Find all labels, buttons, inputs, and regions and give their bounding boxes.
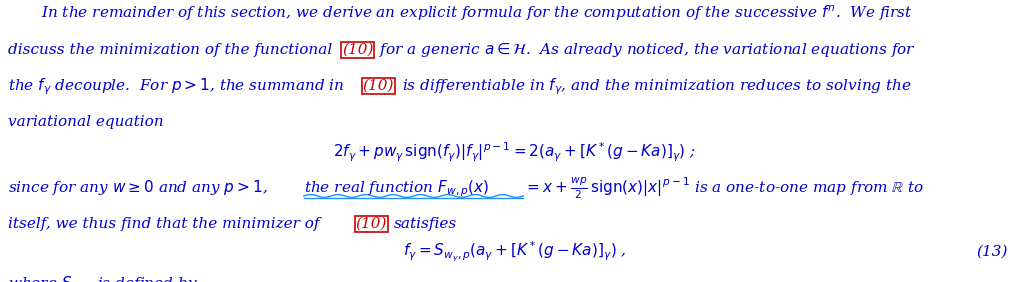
Text: In the remainder of this section, we derive an explicit formula for the computat: In the remainder of this section, we der… (41, 4, 914, 23)
Text: (13): (13) (975, 244, 1007, 259)
Text: the $f_\gamma$ decouple.  For $p > 1$, the summand in: the $f_\gamma$ decouple. For $p > 1$, th… (8, 76, 345, 97)
Text: for a generic $a \in \mathcal{H}$.  As already noticed, the variational equation: for a generic $a \in \mathcal{H}$. As al… (379, 41, 916, 59)
Text: $= x + \frac{wp}{2}\,\mathrm{sign}(x)|x|^{p-1}$ is a one-to-one map from $\mathb: $= x + \frac{wp}{2}\,\mathrm{sign}(x)|x|… (524, 175, 924, 201)
Text: variational equation: variational equation (8, 115, 164, 129)
Text: $f_\gamma = S_{w_\gamma,p}(a_\gamma + [K^*(g - Ka)]_\gamma)$ ,: $f_\gamma = S_{w_\gamma,p}(a_\gamma + [K… (403, 239, 627, 263)
Text: (10): (10) (363, 79, 394, 93)
Text: since for any $w \geq 0$ and any $p > 1$,: since for any $w \geq 0$ and any $p > 1$… (8, 178, 269, 197)
Text: (10): (10) (342, 43, 374, 57)
Text: $2f_\gamma + pw_\gamma\,\mathrm{sign}(f_\gamma)|f_\gamma|^{p-1} = 2(a_\gamma + [: $2f_\gamma + pw_\gamma\,\mathrm{sign}(f_… (334, 141, 696, 164)
Text: the real function $F_{w,p}(x)$: the real function $F_{w,p}(x)$ (304, 179, 489, 199)
Text: (10): (10) (355, 217, 387, 231)
Text: discuss the minimization of the functional: discuss the minimization of the function… (8, 43, 333, 57)
Text: itself, we thus find that the minimizer of: itself, we thus find that the minimizer … (8, 217, 319, 231)
Text: is differentiable in $f_\gamma$, and the minimization reduces to solving the: is differentiable in $f_\gamma$, and the… (402, 76, 912, 97)
Text: satisfies: satisfies (393, 217, 456, 231)
Text: where $S_{w,p}$ is defined by: where $S_{w,p}$ is defined by (8, 274, 198, 282)
